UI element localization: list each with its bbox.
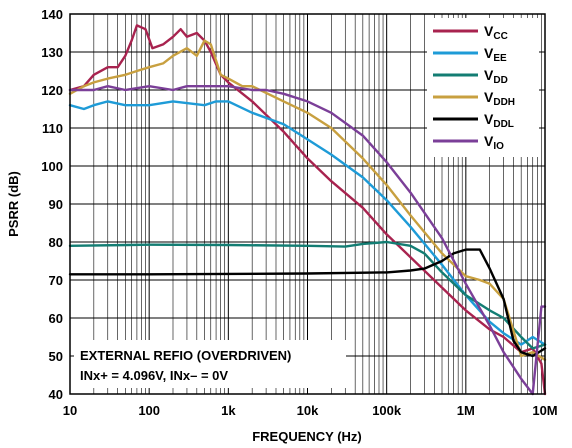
y-tick-label: 80: [49, 235, 63, 250]
x-axis-title: FREQUENCY (Hz): [252, 429, 362, 444]
y-tick-label: 100: [41, 159, 63, 174]
annotation-box: [74, 340, 346, 388]
plot-frame: [69, 13, 546, 395]
legend-label-vcc: VCC: [484, 23, 508, 42]
y-tick-label: 120: [41, 83, 63, 98]
x-tick-label: 10M: [532, 403, 557, 418]
series-line-vio: [68, 85, 547, 396]
x-tick-label: 1k: [221, 403, 236, 418]
legend-label-vee: VEE: [484, 45, 507, 64]
legend-label-vio: VIO: [484, 133, 504, 152]
legend-label-vdd: VDD: [484, 67, 508, 86]
series-line-vee: [68, 100, 547, 346]
y-tick-label: 90: [49, 197, 63, 212]
annotation-line-2: INx+ = 4.096V, INx– = 0V: [80, 368, 228, 383]
legend: VCC VEE VDD VDDH VDDL VIO: [433, 23, 515, 152]
y-axis-title: PSRR (dB): [6, 171, 21, 237]
x-tick-label: 10k: [297, 403, 319, 418]
x-tick-label: 100k: [372, 403, 402, 418]
series-layer: [68, 24, 547, 396]
x-tick-labels: 10 100 1k 10k 100k 1M 10M: [63, 403, 558, 418]
y-tick-label: 60: [49, 311, 63, 326]
legend-label-vddh: VDDH: [484, 89, 515, 108]
legend-box: [427, 18, 539, 157]
x-tick-label: 1M: [457, 403, 475, 418]
y-tick-label: 110: [42, 121, 63, 136]
y-tick-label: 50: [49, 349, 63, 364]
x-tick-label: 100: [138, 403, 160, 418]
y-tick-label: 70: [49, 273, 63, 288]
y-tick-label: 140: [41, 7, 63, 22]
y-tick-labels: 40 50 60 70 80 90 100 110 120 130 140: [41, 7, 63, 402]
y-tick-label: 40: [49, 387, 63, 402]
legend-label-vddl: VDDL: [484, 111, 514, 130]
series-line-vddl: [68, 248, 547, 358]
annotation-line-1: EXTERNAL REFIO (OVERDRIVEN): [80, 348, 291, 363]
y-tick-label: 130: [41, 45, 63, 60]
x-tick-label: 10: [63, 403, 77, 418]
series-line-vddh: [68, 39, 547, 361]
